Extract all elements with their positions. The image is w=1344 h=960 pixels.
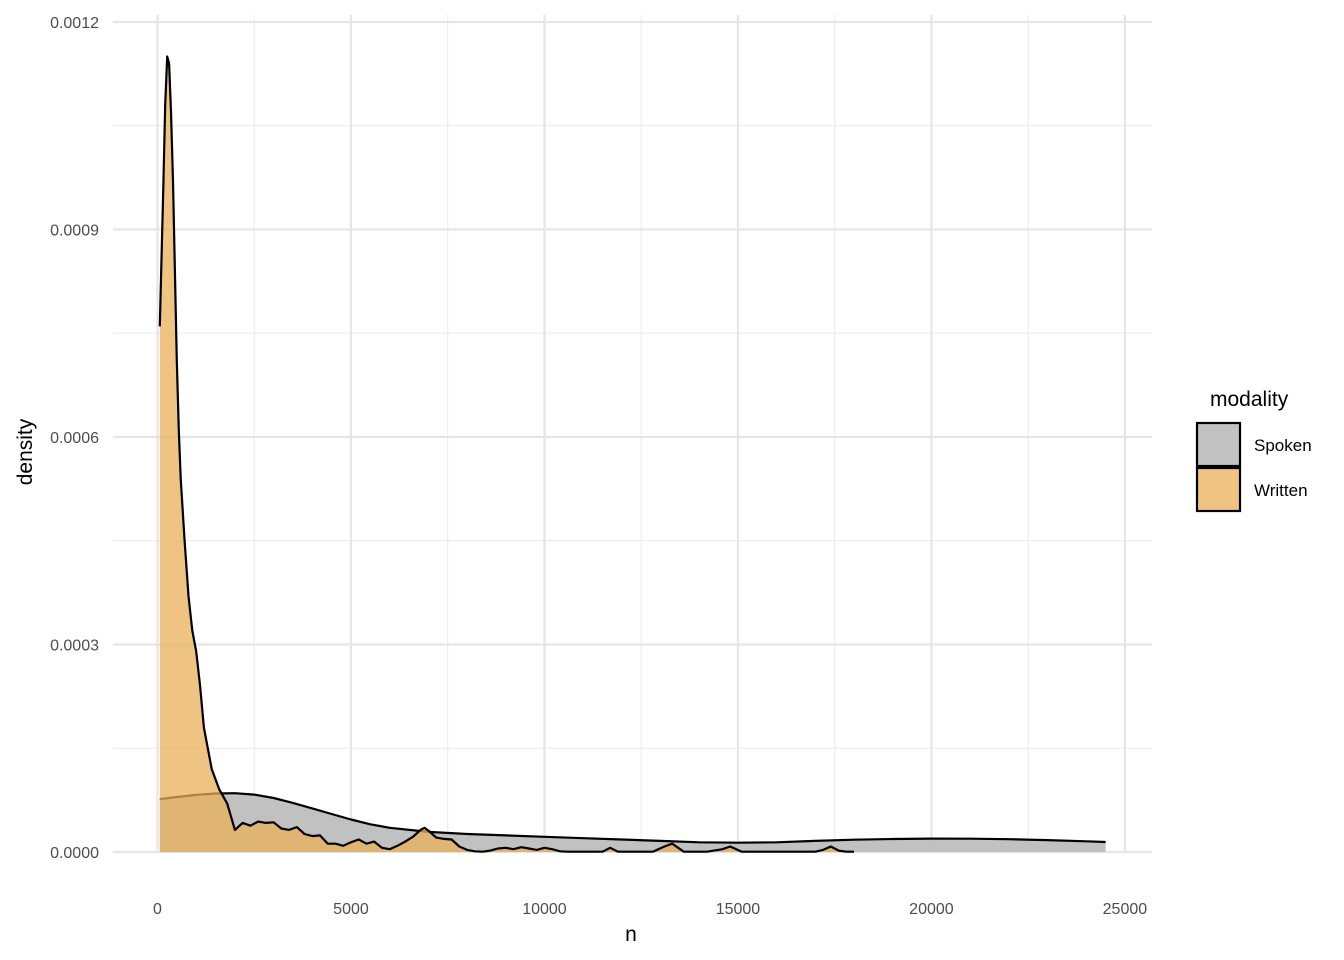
x-tick-label: 25000 bbox=[1103, 901, 1148, 918]
y-axis-ticks: 0.0000 0.0003 0.0006 0.0009 0.0012 bbox=[50, 15, 99, 862]
y-axis-title: density bbox=[14, 418, 37, 485]
density-areas bbox=[158, 55, 1106, 853]
x-axis-title: n bbox=[625, 923, 637, 946]
legend-title: modality bbox=[1210, 388, 1289, 411]
legend-swatch-spoken bbox=[1195, 421, 1242, 468]
minor-gridlines bbox=[113, 15, 1152, 852]
legend: modality Spoken Written bbox=[1195, 388, 1312, 513]
x-tick-label: 5000 bbox=[333, 901, 369, 918]
x-tick-label: 10000 bbox=[522, 901, 567, 918]
legend-swatch-written bbox=[1195, 466, 1242, 513]
x-axis-ticks: 0 5000 10000 15000 20000 25000 bbox=[153, 901, 1147, 918]
legend-label-written: Written bbox=[1254, 481, 1308, 500]
x-tick-label: 20000 bbox=[909, 901, 954, 918]
legend-label-spoken: Spoken bbox=[1254, 436, 1312, 455]
y-tick-label: 0.0012 bbox=[50, 15, 99, 32]
x-tick-label: 0 bbox=[153, 901, 162, 918]
area-written bbox=[159, 56, 855, 852]
area-spoken bbox=[159, 793, 1106, 852]
y-tick-label: 0.0000 bbox=[50, 845, 99, 862]
x-tick-label: 15000 bbox=[716, 901, 761, 918]
line-spoken bbox=[159, 792, 1106, 844]
line-written bbox=[158, 55, 854, 853]
major-gridlines bbox=[113, 15, 1152, 854]
y-tick-label: 0.0003 bbox=[50, 637, 99, 654]
y-tick-label: 0.0009 bbox=[50, 222, 99, 239]
y-tick-label: 0.0006 bbox=[50, 430, 99, 447]
legend-items: Spoken Written bbox=[1195, 421, 1312, 513]
